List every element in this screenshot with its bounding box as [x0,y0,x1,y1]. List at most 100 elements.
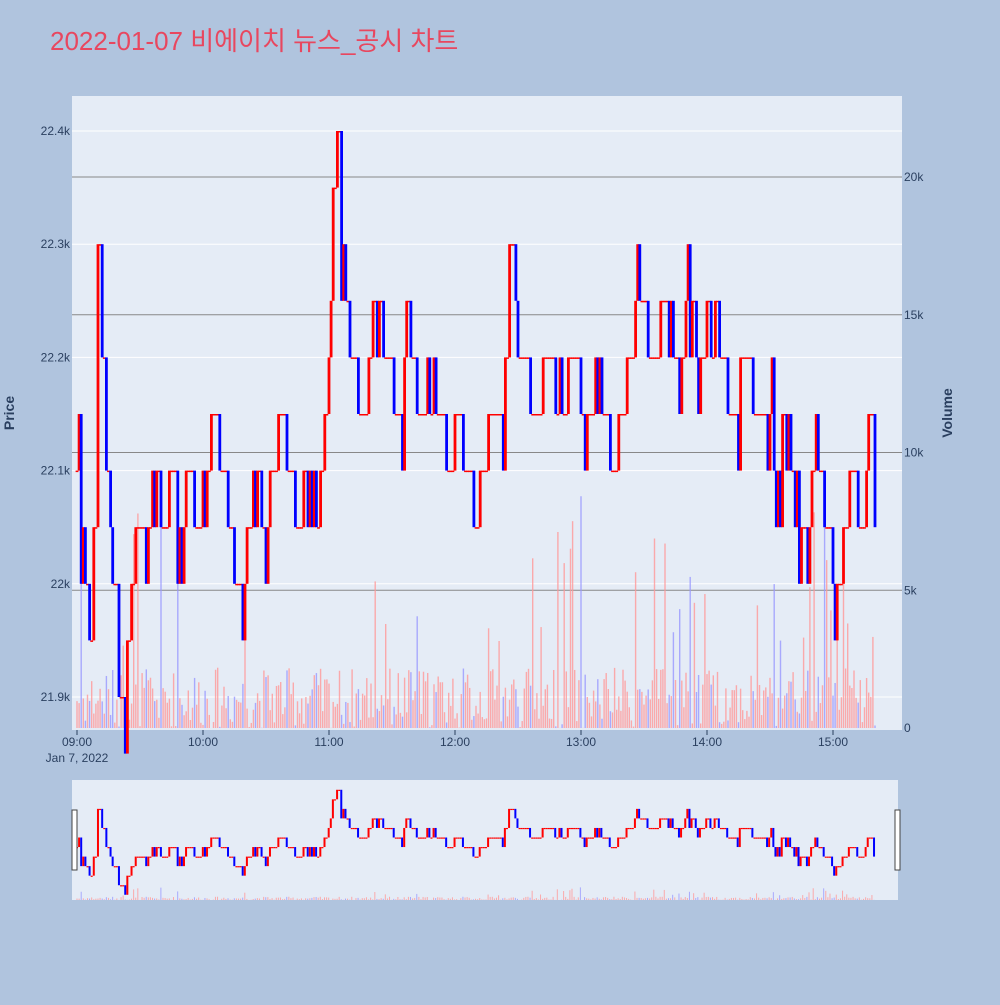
mini-volume-bar [326,897,327,900]
volume-bar [381,695,382,728]
mini-candle [770,828,772,838]
mini-volume-bar [416,894,417,900]
volume-bar [196,705,197,728]
volume-bar [322,711,323,728]
mini-volume-bar [783,898,784,900]
volume-bar [734,690,735,728]
mini-volume-bar [643,899,644,900]
mini-candle [619,838,621,839]
mini-volume-bar [188,898,189,900]
mini-volume-bar [613,897,614,900]
mini-candle [137,857,139,858]
mini-candle [145,857,147,867]
mini-candle [651,828,653,829]
volume-bar [551,719,552,728]
mini-volume-bar [693,893,694,900]
mini-volume-bar [228,898,229,900]
mini-candle [565,838,567,839]
volume-bar [135,685,136,728]
mini-candle [827,857,829,858]
volume-axis-title: Volume [939,388,955,438]
mini-candle [126,876,128,895]
mini-candle [181,857,183,867]
mini-volume-bar [729,899,730,900]
mini-candle [393,828,395,838]
volume-bar [446,722,447,728]
mini-volume-bar [135,898,136,900]
mini-volume-bar [108,898,109,900]
mini-candle [447,847,449,848]
range-slider-left-handle[interactable] [72,810,77,870]
mini-volume-bar [379,899,380,900]
mini-candle [445,838,447,848]
mini-candle [389,828,391,829]
mini-candle [340,790,342,819]
volume-bar [828,677,829,728]
mini-volume-bar [179,898,180,900]
mini-candle [728,838,730,839]
mini-volume-bar [844,897,845,900]
candle [294,471,297,528]
volume-bar [175,726,176,728]
volume-bar [696,692,697,728]
volume-bar [343,724,344,728]
mini-candle [330,818,332,828]
candle [823,471,826,528]
volume-bar [662,669,663,728]
mini-volume-bar [110,899,111,900]
volume-tick-label: 20k [904,170,924,184]
candle [487,414,490,471]
candle [218,414,221,471]
mini-candle [267,857,269,867]
mini-volume-bar [733,898,734,900]
mini-volume-bar [448,898,449,900]
mini-candle [464,847,466,848]
range-slider-right-handle[interactable] [895,810,900,870]
mini-candle [95,857,97,858]
mini-candle [743,828,745,829]
mini-candle [338,790,340,791]
candle [90,640,93,642]
volume-bar [643,705,644,728]
mini-candle [103,828,105,829]
mini-candle [82,857,84,867]
volume-bar [530,686,531,728]
volume-bar [186,711,187,728]
volume-bar [81,577,82,728]
mini-volume-bar [452,897,453,900]
candle [842,527,845,584]
mini-volume-bar [534,899,535,900]
mini-candle [183,857,185,867]
volume-bar [517,707,518,728]
volume-bar [265,677,266,728]
candle [126,640,129,753]
mini-volume-bar [741,899,742,900]
mini-volume-bar [142,897,143,900]
mini-volume-bar [540,895,541,900]
mini-volume-bar [666,899,667,900]
mini-candle [374,818,376,819]
mini-candle [219,838,221,848]
mini-volume-bar [771,898,772,900]
mini-volume-bar [567,899,568,900]
mini-candle [816,838,818,848]
mini-candle [561,828,563,838]
volume-bar [522,721,523,728]
mini-candle [791,847,793,848]
volume-bar [858,703,859,728]
volume-bar [763,690,764,728]
mini-volume-bar [240,899,241,900]
candle [601,357,604,414]
mini-candle [785,838,787,848]
volume-bar [677,725,678,728]
mini-volume-bar [383,899,384,900]
volume-bar [824,514,825,728]
main-plot-area[interactable] [72,96,902,730]
mini-candle [829,857,831,858]
mini-candle [168,847,170,857]
candle [565,414,568,416]
time-tick-label: 09:00 [62,735,92,749]
mini-candle [399,838,401,839]
mini-candle [401,838,403,848]
volume-bar [463,669,464,728]
